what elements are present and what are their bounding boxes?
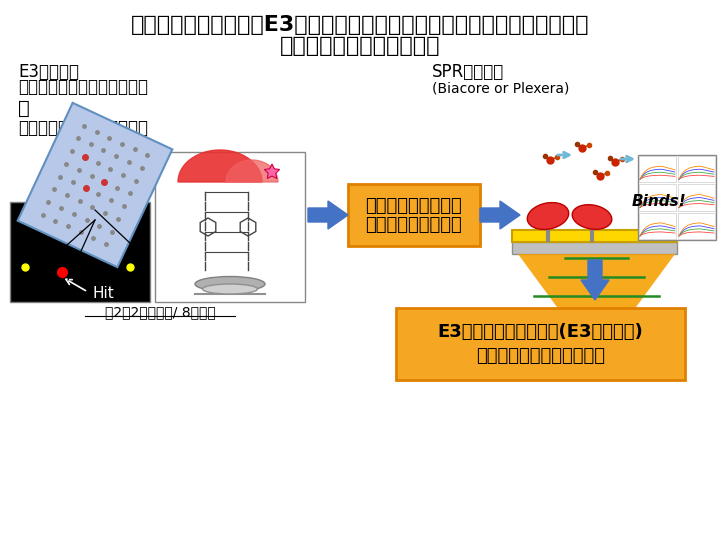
Ellipse shape <box>572 205 612 230</box>
Text: 標的タンパク質結合小分子: 標的タンパク質結合小分子 <box>476 347 605 365</box>
Polygon shape <box>264 164 279 179</box>
Ellipse shape <box>202 284 258 294</box>
FancyArrow shape <box>308 201 348 229</box>
FancyArrow shape <box>480 201 520 229</box>
FancyBboxPatch shape <box>639 156 676 183</box>
Text: (Biacore or Plexera): (Biacore or Plexera) <box>432 81 570 95</box>
Text: Hit: Hit <box>92 287 114 301</box>
FancyBboxPatch shape <box>155 152 305 302</box>
FancyBboxPatch shape <box>512 242 677 254</box>
Text: ユビキチン化標的タンパク質: ユビキチン化標的タンパク質 <box>18 78 148 96</box>
FancyBboxPatch shape <box>678 213 715 239</box>
FancyBboxPatch shape <box>512 230 677 242</box>
Text: SPR結合解析: SPR結合解析 <box>432 63 504 81</box>
Polygon shape <box>518 254 675 318</box>
Text: ＋: ＋ <box>18 98 30 118</box>
Text: （結合化合物候補）: （結合化合物候補） <box>366 216 462 234</box>
Text: Binds!: Binds! <box>632 194 687 210</box>
Polygon shape <box>226 160 278 182</box>
Text: 化合物アレイスクリーニング: 化合物アレイスクリーニング <box>18 119 148 137</box>
Text: E3リガーゼ結合小分子(E3リガンド): E3リガーゼ結合小分子(E3リガンド) <box>438 323 644 341</box>
Ellipse shape <box>527 202 569 230</box>
FancyBboxPatch shape <box>678 184 715 211</box>
FancyBboxPatch shape <box>678 156 715 183</box>
Text: E3リガーゼ: E3リガーゼ <box>18 63 79 81</box>
FancyBboxPatch shape <box>396 308 685 380</box>
Text: 化合物アレイを用いたE3リガーゼ結合小分子、ユビキチン化標的タンパク: 化合物アレイを用いたE3リガーゼ結合小分子、ユビキチン化標的タンパク <box>131 15 589 35</box>
FancyBboxPatch shape <box>10 202 150 302</box>
FancyBboxPatch shape <box>348 184 480 246</box>
Text: アレイヒット化合物: アレイヒット化合物 <box>366 197 462 215</box>
FancyArrow shape <box>581 260 609 300</box>
FancyBboxPatch shape <box>638 155 716 240</box>
Ellipse shape <box>195 276 265 292</box>
FancyBboxPatch shape <box>639 213 676 239</box>
Polygon shape <box>18 103 172 267</box>
FancyBboxPatch shape <box>639 184 676 211</box>
Text: 質結合化合物の探索・同定: 質結合化合物の探索・同定 <box>280 36 440 56</box>
Polygon shape <box>178 150 262 182</box>
Text: 約2万2千化合物/ 8アレイ: 約2万2千化合物/ 8アレイ <box>104 305 215 319</box>
